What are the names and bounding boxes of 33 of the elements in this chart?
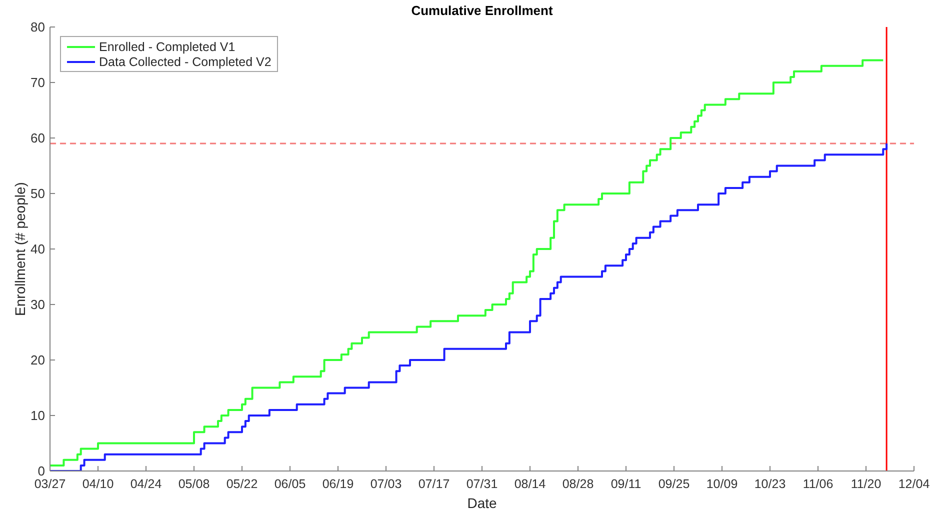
y-tick-label: 80 <box>30 20 45 35</box>
x-tick-label: 05/08 <box>178 476 210 491</box>
y-tick-label: 10 <box>30 408 45 424</box>
x-axis-title: Date <box>466 495 498 511</box>
x-tick-label: 07/31 <box>466 476 498 491</box>
x-tick-label: 06/05 <box>274 476 306 491</box>
x-tick-label: 09/11 <box>610 476 642 491</box>
chart-title: Cumulative Enrollment <box>410 3 554 18</box>
x-tick-label: 10/09 <box>706 476 738 491</box>
y-tick-label: 70 <box>30 75 45 90</box>
x-tick-label: 07/03 <box>370 476 402 491</box>
y-axis-title: Enrollment (# people) <box>12 181 28 318</box>
y-tick-label: 20 <box>30 352 45 368</box>
x-tick-label: 11/20 <box>850 476 882 491</box>
x-tick-label: 04/24 <box>130 476 162 491</box>
y-tick-label: 50 <box>30 186 45 202</box>
x-tick-label: 03/27 <box>34 476 66 491</box>
y-tick-label: 30 <box>30 297 45 312</box>
legend-label: Enrolled - Completed V1 <box>99 40 236 54</box>
x-tick-label: 06/19 <box>322 476 354 491</box>
x-tick-label: 09/25 <box>658 476 690 491</box>
x-tick-label: 08/14 <box>514 476 546 491</box>
y-tick-label: 0 <box>38 464 45 479</box>
y-tick-label: 40 <box>30 242 45 257</box>
legend-label: Data Collected - Completed V2 <box>99 54 272 68</box>
x-tick-label: 10/23 <box>754 476 786 491</box>
x-tick-label: 12/04 <box>898 476 930 491</box>
x-tick-label: 05/22 <box>226 476 258 491</box>
x-tick-label: 08/28 <box>562 476 594 491</box>
x-tick-label: 04/10 <box>82 476 114 491</box>
x-tick-label: 07/17 <box>418 476 450 491</box>
x-tick-label: 11/06 <box>802 476 834 491</box>
y-tick-label: 60 <box>30 130 45 146</box>
